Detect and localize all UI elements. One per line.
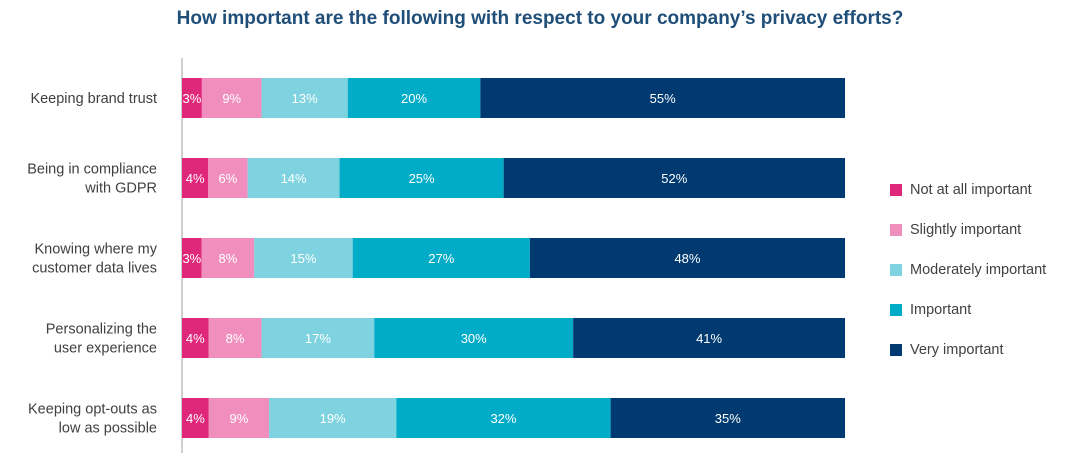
- data-label: 13%: [292, 91, 318, 106]
- bar-segment: [247, 158, 340, 198]
- bar-segment: [610, 398, 845, 438]
- data-label: 19%: [320, 411, 346, 426]
- bar-segment: [261, 78, 348, 118]
- data-label: 55%: [650, 91, 676, 106]
- legend-label: Very important: [910, 342, 1004, 358]
- category-label-line: customer data lives: [32, 261, 157, 277]
- data-label: 9%: [230, 411, 249, 426]
- bar-segment: [208, 398, 270, 438]
- category-label-line: Keeping opt-outs as: [28, 402, 157, 418]
- bar-segment: [339, 158, 504, 198]
- legend-label: Moderately important: [910, 262, 1047, 278]
- bar-segment: [503, 158, 845, 198]
- legend-swatch: [890, 264, 902, 276]
- category-label-line: Keeping brand trust: [30, 91, 157, 107]
- category-label-line: user experience: [54, 341, 157, 357]
- data-label: 9%: [222, 91, 241, 106]
- legend-swatch: [890, 224, 902, 236]
- data-label: 35%: [715, 411, 741, 426]
- bar-segment: [182, 238, 202, 278]
- data-label: 8%: [226, 331, 245, 346]
- chart-title: How important are the following with res…: [176, 8, 904, 29]
- bar-segment: [201, 78, 262, 118]
- category-label-line: low as possible: [59, 421, 157, 437]
- bar-segment: [573, 318, 845, 358]
- legend-item: Moderately important: [890, 250, 1046, 290]
- data-label: 30%: [461, 331, 487, 346]
- legend-swatch: [890, 184, 902, 196]
- legend-label: Not at all important: [910, 182, 1032, 198]
- data-label: 15%: [290, 251, 316, 266]
- legend-label: Slightly important: [910, 222, 1022, 238]
- legend-item: Not at all important: [890, 170, 1046, 210]
- category-label-line: Personalizing the: [46, 322, 157, 338]
- bar-segment: [182, 398, 209, 438]
- bar-segment: [269, 398, 397, 438]
- legend-swatch: [890, 304, 902, 316]
- bar-segment: [352, 238, 530, 278]
- legend-swatch: [890, 344, 902, 356]
- data-label: 3%: [182, 251, 201, 266]
- data-label: 4%: [186, 331, 205, 346]
- legend-label: Important: [910, 302, 972, 318]
- bar-segment: [208, 318, 262, 358]
- category-label: Keeping opt-outs as low as possible: [28, 402, 157, 437]
- bar-segment: [396, 398, 611, 438]
- category-label-line: Being in compliance: [27, 162, 157, 178]
- legend-item: Slightly important: [890, 210, 1046, 250]
- data-label: 48%: [674, 251, 700, 266]
- bar-segment: [208, 158, 248, 198]
- data-label: 27%: [428, 251, 454, 266]
- bar-segment: [182, 158, 209, 198]
- data-label: 3%: [183, 91, 202, 106]
- data-label: 41%: [696, 331, 722, 346]
- bar-segment: [182, 78, 202, 118]
- data-label: 4%: [186, 171, 205, 186]
- data-label: 25%: [409, 171, 435, 186]
- data-label: 32%: [490, 411, 516, 426]
- category-label-line: Knowing where my: [35, 242, 158, 258]
- category-label: Personalizing the user experience: [46, 322, 157, 357]
- bar-segment: [182, 318, 209, 358]
- bar-segment: [374, 318, 574, 358]
- data-label: 8%: [219, 251, 238, 266]
- bar-segment: [201, 238, 255, 278]
- bar-segment: [261, 318, 375, 358]
- data-label: 52%: [661, 171, 687, 186]
- legend-item: Very important: [890, 330, 1046, 370]
- legend-item: Important: [890, 290, 1046, 330]
- data-label: 14%: [281, 171, 307, 186]
- chart-legend: Not at all important Slightly important Mo…: [890, 170, 1046, 370]
- category-label: Keeping brand trust: [30, 91, 157, 107]
- data-label: 17%: [305, 331, 331, 346]
- data-label: 4%: [186, 411, 205, 426]
- category-label: Being in compliance with GDPR: [27, 162, 157, 197]
- data-label: 6%: [219, 171, 238, 186]
- bar-segment: [254, 238, 353, 278]
- data-label: 20%: [401, 91, 427, 106]
- category-label-line: with GDPR: [84, 181, 157, 197]
- bar-segment: [347, 78, 481, 118]
- bar-segment: [480, 78, 845, 118]
- category-label: Knowing where my customer data lives: [32, 242, 158, 277]
- bar-segment: [529, 238, 845, 278]
